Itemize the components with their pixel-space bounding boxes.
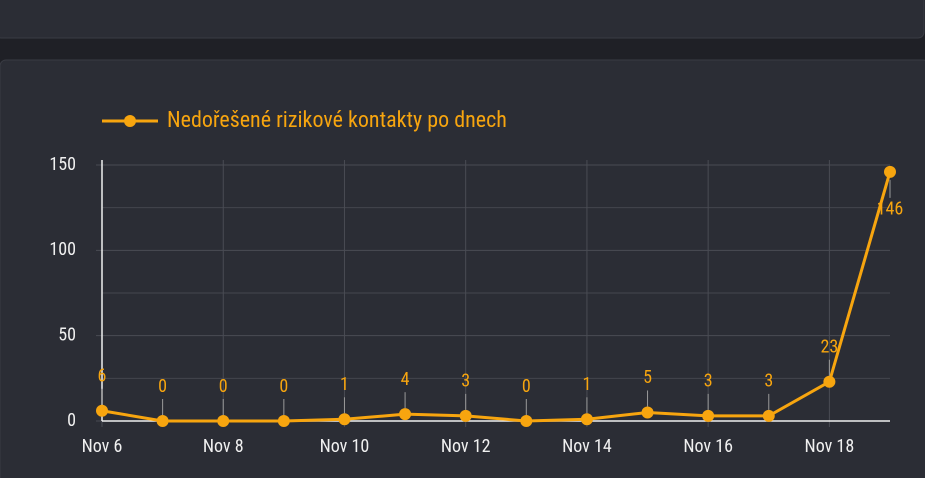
x-tick-label: Nov 14 (562, 436, 612, 457)
data-point (580, 413, 593, 426)
x-tick-label: Nov 8 (203, 436, 244, 457)
data-label: 0 (158, 376, 167, 397)
y-tick-label: 50 (58, 324, 76, 345)
data-label: 6 (98, 366, 107, 387)
data-label: 0 (522, 376, 531, 397)
data-label: 23 (820, 336, 838, 357)
x-tick-label: Nov 16 (683, 436, 733, 457)
data-point (217, 415, 230, 427)
data-point (399, 408, 412, 421)
data-point (338, 413, 351, 426)
data-point (277, 415, 290, 427)
top-panel (0, 0, 925, 39)
data-point (702, 409, 715, 422)
data-point (96, 404, 108, 417)
x-tick-label: Nov 10 (320, 436, 370, 457)
x-tick-label: Nov 6 (82, 436, 123, 457)
data-label: 1 (340, 374, 349, 395)
data-label: 4 (401, 369, 410, 390)
data-point (459, 409, 472, 422)
x-tick-label: Nov 18 (805, 436, 855, 457)
data-point (156, 415, 169, 427)
data-point (884, 165, 896, 178)
data-point (762, 409, 775, 422)
data-label: 0 (279, 376, 288, 397)
data-label: 146 (877, 199, 904, 220)
data-label: 3 (461, 371, 470, 392)
data-label: 1 (582, 374, 591, 395)
y-tick-label: 100 (49, 239, 76, 260)
data-label: 5 (643, 367, 652, 388)
y-tick-label: 0 (67, 410, 76, 431)
data-point (641, 406, 654, 419)
y-tick-label: 150 (49, 154, 76, 175)
data-line (101, 171, 892, 423)
data-point (520, 415, 533, 427)
data-label: 0 (219, 376, 228, 397)
legend-label: Nedořešené rizikové kontakty po dnech (167, 108, 507, 133)
x-tick-label: Nov 12 (441, 436, 491, 457)
data-label: 3 (764, 371, 773, 392)
data-point (823, 375, 836, 388)
legend-marker (124, 115, 136, 127)
data-label: 3 (704, 371, 713, 392)
